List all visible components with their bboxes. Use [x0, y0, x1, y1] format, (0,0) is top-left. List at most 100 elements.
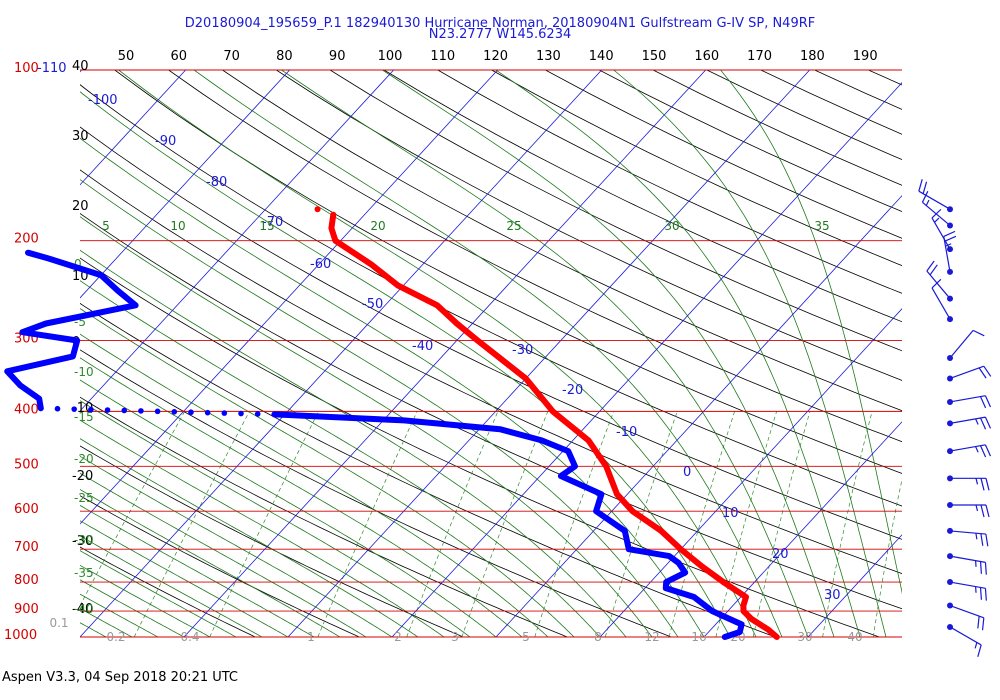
moist-adiabat [80, 564, 211, 637]
top-tick-label: 150 [642, 49, 667, 64]
mixing-ratio-line [317, 411, 418, 637]
top-tick-label: 160 [694, 49, 719, 64]
wind-barb-staff [949, 444, 986, 452]
wind-barb-staff [943, 236, 951, 272]
wind-barb [947, 395, 992, 409]
theta-label: -5 [74, 315, 86, 329]
isotherm [703, 421, 902, 637]
isotherm [287, 70, 810, 637]
moist-adiabat [495, 70, 861, 637]
dewpoint-dot [121, 407, 128, 414]
dewpoint-dot [221, 410, 228, 416]
wind-barb-flag [984, 444, 992, 457]
wind-barb [947, 416, 992, 430]
wind-barb [918, 179, 953, 213]
dewpoint-dot [138, 408, 144, 414]
theta-label: -10 [74, 365, 94, 379]
dry-adiabat [80, 349, 672, 637]
moist-adiabat [80, 333, 549, 637]
wind-barb-half-flag [975, 504, 979, 512]
moist-adiabat [80, 455, 393, 637]
isotherm [495, 195, 902, 637]
wind-barb [947, 553, 987, 575]
wind-barb-flag [979, 561, 982, 574]
dry-adiabat [383, 70, 902, 323]
top-tick-label: 170 [747, 49, 772, 64]
moist-adiabat-label: 20 [370, 219, 385, 233]
mixing-ratio-label: 16 [691, 630, 706, 644]
dry-adiabat [80, 495, 360, 637]
wind-barb [947, 527, 989, 547]
moist-adiabat [80, 216, 653, 637]
mixing-ratio-label: 0.1 [49, 616, 68, 630]
wind-barb-staff [949, 416, 986, 424]
moist-adiabat [80, 179, 679, 637]
isotherm-label: -100 [88, 93, 118, 108]
dewpoint-dot [171, 408, 178, 415]
isotherm-label: 30 [824, 588, 841, 603]
left-temp-label: -10 [72, 401, 93, 416]
mixing-ratio-label: 3 [451, 630, 459, 644]
theta-label: -40 [74, 602, 94, 616]
moist-adiabat [80, 400, 471, 637]
isotherm-label: -50 [362, 297, 383, 312]
wind-barb-flag [977, 644, 982, 658]
wind-barb-flag [979, 417, 987, 430]
theta-label: -25 [74, 491, 94, 505]
wind-barb-staff [931, 217, 951, 250]
wind-barb-flag [985, 478, 990, 491]
theta-label: -20 [74, 452, 94, 466]
wind-barb-flag [979, 396, 987, 409]
top-tick-label: 110 [430, 49, 455, 64]
left-temp-label: -40 [72, 602, 93, 617]
mixing-ratio-label: 12 [644, 630, 659, 644]
dewpoint-dot [38, 405, 44, 412]
wind-barb-flag [943, 230, 956, 237]
wind-barb-flag [981, 617, 985, 631]
mixing-ratio-label: 1 [307, 630, 315, 644]
moist-adiabat-label: 5 [102, 219, 110, 233]
wind-barb-flag [980, 478, 985, 491]
pressure-label: 600 [14, 502, 39, 517]
wind-barb [943, 230, 957, 275]
wind-barb-half-flag [975, 418, 979, 425]
wind-barb-flag [980, 533, 984, 546]
dewpoint-dot [238, 410, 244, 417]
theta-label: -15 [74, 410, 94, 424]
wind-barb-flag [978, 367, 987, 379]
moist-adiabat [80, 593, 159, 637]
top-tick-label: 120 [483, 49, 508, 64]
mixing-ratio-label: 0.4 [180, 630, 199, 644]
wind-barb-staff [949, 555, 986, 563]
mixing-ratio-label: 30 [797, 630, 812, 644]
moist-adiabat [193, 70, 783, 637]
isotherm-label: -90 [155, 134, 176, 149]
dry-adiabat [760, 70, 902, 135]
dewpoint-dot [54, 405, 61, 412]
theta-label: 0 [74, 257, 82, 271]
moist-adiabat-label: 25 [506, 219, 521, 233]
wind-barb-half-flag [934, 217, 940, 223]
wind-barb-flag [918, 179, 923, 192]
top-tick-label: 70 [223, 49, 240, 64]
isotherm [80, 70, 602, 637]
moist-adiabat [80, 379, 497, 637]
isotherm [912, 70, 1000, 637]
moist-adiabat [80, 489, 341, 637]
wind-barb-staff [949, 604, 985, 619]
wind-barb [947, 501, 990, 518]
wind-barb-half-flag [975, 446, 979, 453]
isotherm [599, 308, 902, 637]
moist-adiabat [80, 308, 575, 637]
wind-barb-flag [985, 533, 989, 547]
dry-adiabat [329, 70, 902, 352]
wind-barb-half-flag [974, 642, 978, 649]
top-tick-label: 130 [536, 49, 561, 64]
wind-barb [931, 208, 953, 253]
wind-barb-flag [931, 208, 942, 219]
wind-barb-staff [949, 530, 986, 535]
wind-barb [947, 579, 987, 601]
top-tick-label: 140 [589, 49, 614, 64]
wind-barb-flag [922, 181, 928, 194]
